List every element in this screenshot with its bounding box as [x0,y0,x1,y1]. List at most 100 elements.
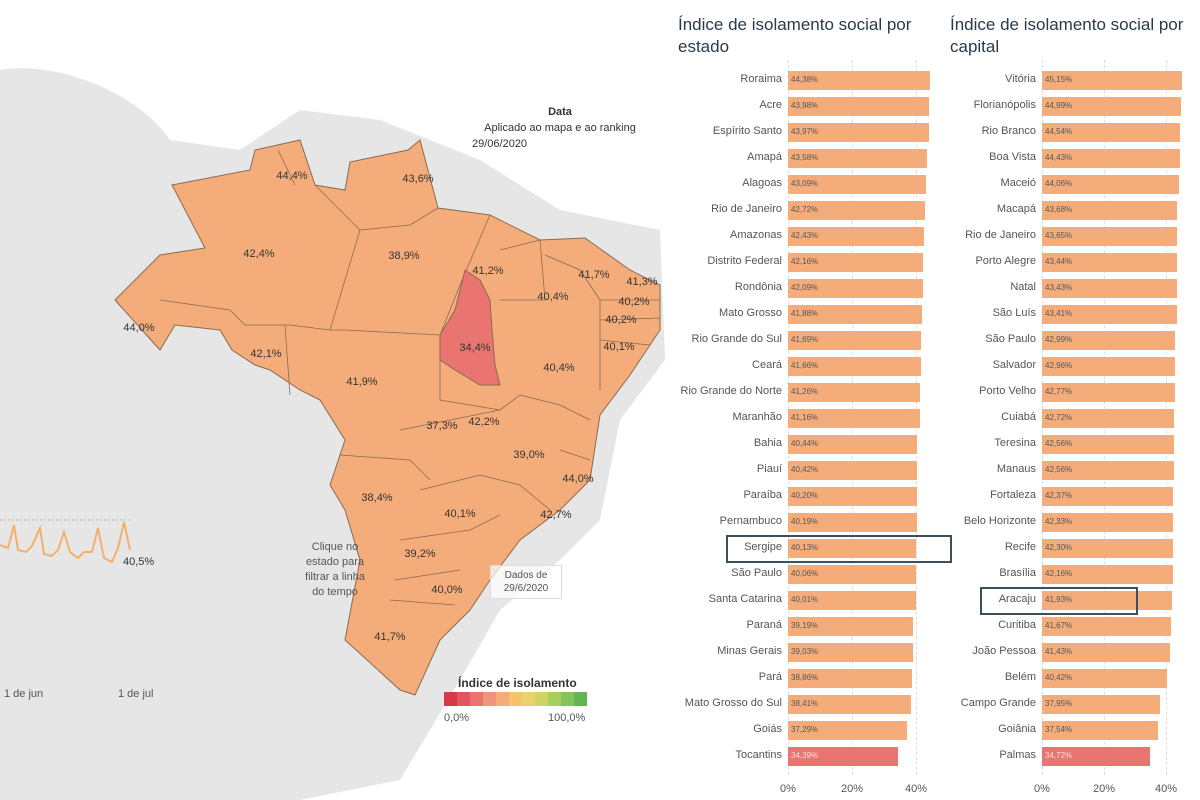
bar[interactable] [788,435,918,454]
bar[interactable] [1042,97,1182,116]
data-label: 41,88% [791,309,819,318]
bar[interactable] [1042,175,1179,194]
bar[interactable] [1042,123,1181,142]
bar[interactable] [788,149,928,168]
legend-swatch[interactable] [444,692,457,706]
legend-swatch[interactable] [470,692,483,706]
bar[interactable] [1042,253,1177,272]
data-label: 34,39% [791,751,819,760]
bar[interactable] [788,591,917,610]
bar[interactable] [1042,149,1180,168]
ranking-estado-title: Índice de isolamento social por estado [678,15,912,56]
legend-swatch[interactable] [496,692,509,706]
bar[interactable] [788,539,917,558]
bar[interactable] [1042,643,1171,662]
data-label: 42,99% [1045,335,1073,344]
bar[interactable] [1042,669,1168,688]
bar[interactable] [1042,617,1172,636]
bar[interactable] [788,357,922,376]
data-label: 41,67% [1045,621,1073,630]
category-label: Recife [1004,541,1036,553]
bar[interactable] [788,669,913,688]
bar[interactable] [788,279,923,298]
data-label: 40,19% [791,517,819,526]
legend-swatch[interactable] [548,692,561,706]
state-tocantins[interactable] [439,269,501,386]
data-label: 43,44% [1045,257,1073,266]
bar[interactable] [1042,331,1176,350]
legend-swatch[interactable] [457,692,470,706]
data-label: 34,72% [1045,751,1073,760]
category-label: Rio de Janeiro [711,203,782,215]
date-value[interactable]: 29/06/2020 [472,138,528,150]
date-subtitle: Aplicado ao mapa e ao ranking [484,122,636,134]
bar[interactable] [1042,305,1177,324]
legend-swatch[interactable] [535,692,548,706]
bar[interactable] [1042,721,1159,740]
bar[interactable] [788,721,908,740]
category-label: São Paulo [985,333,1036,345]
data-label: 43,98% [791,101,819,110]
category-label: São Luís [992,307,1036,319]
bar[interactable] [788,643,913,662]
bar[interactable] [1042,383,1175,402]
bar[interactable] [788,409,920,428]
data-label: 43,41% [1045,309,1073,318]
legend-swatch[interactable] [574,692,587,706]
bar[interactable] [788,123,929,142]
bar[interactable] [1042,539,1174,558]
bar[interactable] [788,747,899,766]
bar[interactable] [1042,461,1174,480]
state-borders [159,149,661,606]
bar[interactable] [788,695,911,714]
bar[interactable] [1042,409,1175,428]
legend-swatch[interactable] [561,692,574,706]
bar[interactable] [788,175,926,194]
bar[interactable] [788,71,931,90]
category-label: Florianópolis [973,99,1036,111]
category-label: Porto Alegre [975,255,1036,267]
bar[interactable] [788,617,914,636]
state-value-label: 37,3% [426,420,458,432]
state-value-label: 40,1% [603,341,635,353]
data-label: 43,65% [1045,231,1073,240]
category-label: Rio Grande do Norte [680,385,783,397]
category-label: Roraima [740,73,782,85]
bar[interactable] [788,513,917,532]
category-label: Espírito Santo [712,125,782,137]
legend-swatch[interactable] [509,692,522,706]
bar[interactable] [788,487,917,506]
legend-title: Índice de isolamento [458,676,577,690]
bar[interactable] [788,227,924,246]
bar[interactable] [1042,201,1178,220]
bar[interactable] [1042,513,1174,532]
category-label: Pernambuco [719,515,782,527]
bar[interactable] [788,253,923,272]
category-label: Fortaleza [990,489,1036,501]
legend-swatch[interactable] [522,692,535,706]
bar[interactable] [788,461,918,480]
data-label: 42,72% [1045,413,1073,422]
legend-color-scale[interactable] [444,692,587,706]
bar[interactable] [788,305,923,324]
bar[interactable] [1042,435,1174,454]
bar[interactable] [788,201,925,220]
bar[interactable] [1042,279,1177,298]
bar[interactable] [788,383,921,402]
bar[interactable] [788,565,917,584]
bar[interactable] [1042,487,1174,506]
bar[interactable] [1042,565,1173,584]
date-filter[interactable]: Data Aplicado ao mapa e ao ranking 29/06… [470,104,650,152]
bar[interactable] [1042,695,1160,714]
data-label: 41,66% [791,361,819,370]
timeline-date-jun: 1 de jun [4,688,44,700]
bar[interactable] [788,331,922,350]
bar[interactable] [788,97,929,116]
bar[interactable] [1042,227,1178,246]
bar[interactable] [1042,591,1172,610]
legend-swatch[interactable] [483,692,496,706]
bar[interactable] [1042,747,1150,766]
bar[interactable] [1042,71,1182,90]
dados-tooltip: Dados de 29/6/2020 [490,565,562,599]
bar[interactable] [1042,357,1176,376]
